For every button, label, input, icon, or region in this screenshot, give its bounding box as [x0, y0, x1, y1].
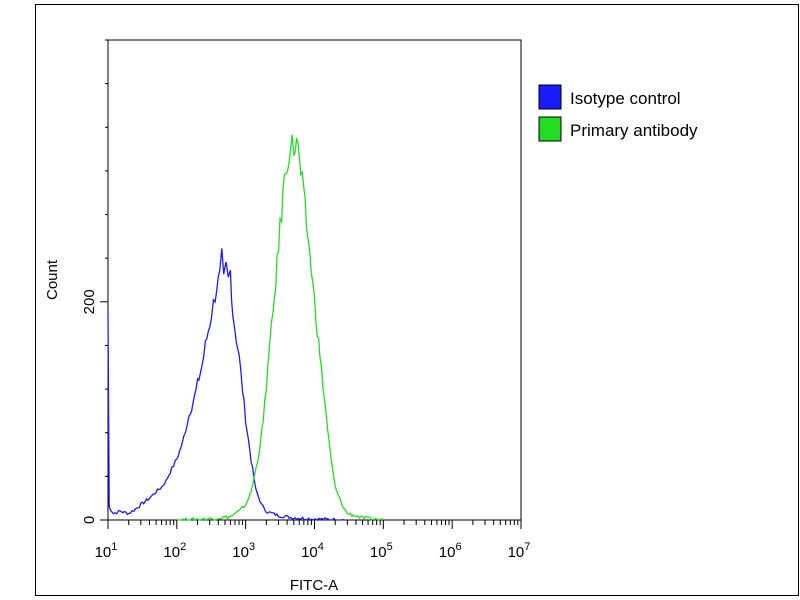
y-tick-label: 200 [81, 289, 98, 314]
x-tick-label: 105 [370, 541, 393, 561]
x-tick-label: 104 [301, 541, 324, 561]
legend-swatch [538, 84, 562, 110]
x-tick-label: 106 [439, 541, 462, 561]
x-tick-label: 103 [232, 541, 255, 561]
ticks-layer [100, 39, 522, 529]
legend-label: Isotype control [570, 89, 681, 108]
plot-border [107, 39, 522, 521]
legend-swatch [538, 116, 562, 142]
x-tick-label: 101 [95, 541, 118, 561]
x-axis-title: FITC-A [290, 577, 338, 594]
tick-labels-layer: 101 102 103 104 105 106 107 0 200 [81, 289, 530, 561]
y-axis-title: Count [44, 259, 61, 300]
y-tick-label: 0 [81, 516, 98, 524]
series-layer [107, 134, 384, 521]
chart-frame [35, 4, 799, 596]
legend-label: Primary antibody [570, 121, 698, 140]
plot-area [107, 39, 522, 521]
legend: Isotype control Primary antibody [538, 84, 698, 142]
series-line-1 [107, 248, 348, 521]
series-line-2 [176, 134, 384, 521]
x-tick-label: 102 [163, 541, 186, 561]
x-tick-label: 107 [508, 541, 531, 561]
